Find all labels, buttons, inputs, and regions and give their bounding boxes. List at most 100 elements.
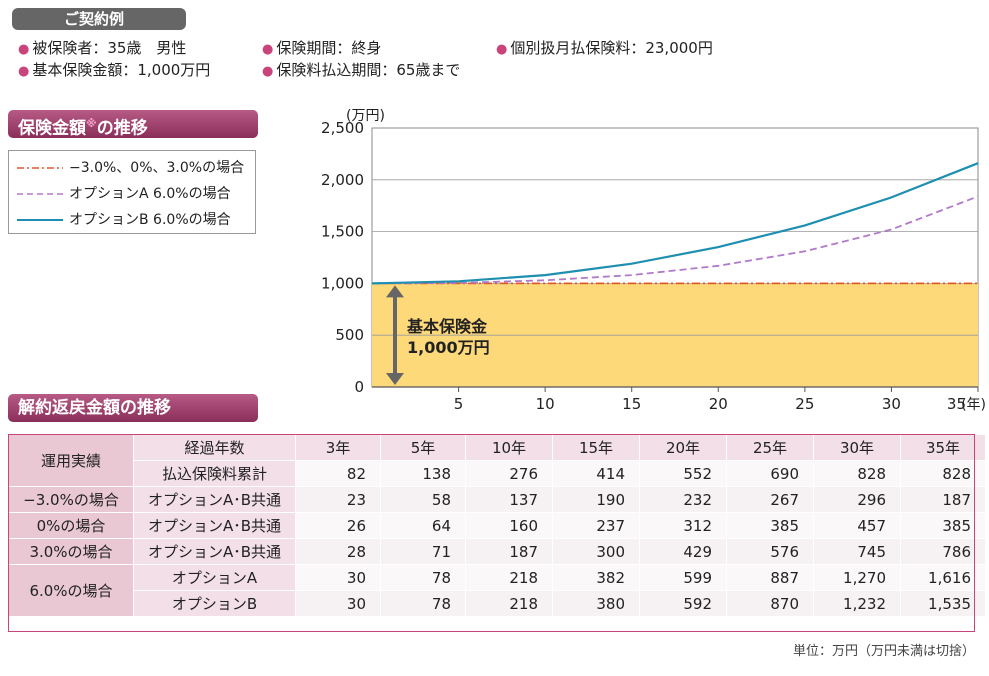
year-header: 20年 bbox=[639, 434, 727, 461]
year-header: 5年 bbox=[380, 434, 466, 461]
value-cell: 1,232 bbox=[813, 590, 901, 617]
footnote-mark: ※ bbox=[86, 117, 97, 130]
value-cell: 312 bbox=[639, 512, 727, 539]
info-column-2: ● 保険期間：終身 ● 保険料払込期間：65歳まで bbox=[262, 38, 460, 82]
paid-cell: 276 bbox=[465, 460, 553, 487]
paid-premium-label: 払込保険料累計 bbox=[133, 460, 296, 487]
year-header: 3年 bbox=[295, 434, 381, 461]
y-tick-label: 2,000 bbox=[321, 171, 364, 189]
y-tick-label: 1,500 bbox=[321, 223, 364, 241]
value-cell: 218 bbox=[465, 590, 553, 617]
x-tick-label: 25 bbox=[795, 395, 814, 413]
table-row-elapsed: 運用実績 経過年数 3年 5年 10年 15年 20年 25年 30年 35年 bbox=[8, 434, 986, 487]
sum-insured-chart: 0 500 1,000 1,500 2,000 2,500 5 10 15 20 25 30 35(年)… bbox=[321, 108, 986, 413]
option-label: オプションA･B共通 bbox=[133, 538, 296, 565]
unit-note: 単位：万円（万円未満は切捨） bbox=[792, 644, 975, 659]
year-header: 25年 bbox=[726, 434, 814, 461]
paid-cell: 690 bbox=[726, 460, 814, 487]
case-label: 0%の場合 bbox=[8, 512, 134, 539]
legend-item-flat: −3.0%、0%、3.0%の場合 bbox=[17, 157, 244, 177]
value-cell: 599 bbox=[639, 564, 727, 591]
paid-cell: 828 bbox=[813, 460, 901, 487]
value-cell: 267 bbox=[726, 486, 814, 513]
value-cell: 887 bbox=[726, 564, 814, 591]
table-section-header: 解約返戻金額の推移 bbox=[8, 394, 258, 422]
elapsed-years-label: 経過年数 bbox=[133, 434, 296, 461]
value-cell: 58 bbox=[380, 486, 466, 513]
legend-item-option-a: オプションA 6.0%の場合 bbox=[17, 183, 231, 203]
value-cell: 137 bbox=[465, 486, 553, 513]
case-label: 3.0%の場合 bbox=[8, 538, 134, 565]
option-label: オプションA･B共通 bbox=[133, 486, 296, 513]
y-tick-label: 2,500 bbox=[321, 119, 364, 137]
value-cell: 380 bbox=[552, 590, 640, 617]
info-item-insured: ● 被保険者：35歳 男性 bbox=[18, 39, 187, 57]
table-row: 0%の場合 オプションA･B共通 26 64 160 237 312 385 4… bbox=[8, 512, 986, 539]
value-cell: 78 bbox=[380, 590, 466, 617]
value-cell: 28 bbox=[295, 538, 381, 565]
x-tick-label: 35 bbox=[947, 395, 966, 413]
info-item-premium: ● 個別扱月払保険料：23,000円 bbox=[496, 39, 713, 57]
value-cell: 296 bbox=[813, 486, 901, 513]
value-cell: 160 bbox=[465, 512, 553, 539]
series-line-2 bbox=[371, 162, 979, 285]
y-tick-label: 1,000 bbox=[321, 274, 364, 292]
info-item-period: ● 保険期間：終身 bbox=[262, 39, 382, 57]
value-cell: 786 bbox=[900, 538, 986, 565]
value-cell: 457 bbox=[813, 512, 901, 539]
value-cell: 385 bbox=[726, 512, 814, 539]
value-cell: 1,535 bbox=[900, 590, 986, 617]
value-cell: 190 bbox=[552, 486, 640, 513]
info-column-3: ● 個別扱月払保険料：23,000円 bbox=[496, 38, 713, 60]
table-row: オプションB 30 78 218 380 592 870 1,232 1,535 bbox=[9, 590, 986, 617]
table-row-paid: 払込保険料累計 82 138 276 414 552 690 828 828 bbox=[9, 460, 986, 487]
value-cell: 218 bbox=[465, 564, 553, 591]
value-cell: 745 bbox=[813, 538, 901, 565]
legend-swatch-solid bbox=[17, 219, 63, 221]
value-cell: 576 bbox=[726, 538, 814, 565]
table-row: −3.0%の場合 オプションA･B共通 23 58 137 190 232 26… bbox=[8, 486, 986, 513]
value-cell: 30 bbox=[295, 590, 381, 617]
case-label: 6.0%の場合 bbox=[8, 564, 134, 617]
info-item-payment-period: ● 保険料払込期間：65歳まで bbox=[262, 61, 461, 79]
value-cell: 300 bbox=[552, 538, 640, 565]
value-cell: 382 bbox=[552, 564, 640, 591]
info-item-base-amount: ● 基本保険金額：1,000万円 bbox=[18, 61, 211, 79]
case-label: −3.0%の場合 bbox=[8, 486, 134, 513]
paid-cell: 552 bbox=[639, 460, 727, 487]
info-column-1: ● 被保険者：35歳 男性 ● 基本保険金額：1,000万円 bbox=[18, 38, 210, 82]
paid-cell: 828 bbox=[900, 460, 986, 487]
value-cell: 1,616 bbox=[900, 564, 986, 591]
y-unit-label: (万円) bbox=[346, 108, 385, 124]
value-cell: 592 bbox=[639, 590, 727, 617]
series-line-1 bbox=[371, 195, 979, 285]
value-cell: 232 bbox=[639, 486, 727, 513]
option-label: オプションB bbox=[133, 590, 296, 617]
value-cell: 187 bbox=[465, 538, 553, 565]
x-tick-label: 20 bbox=[709, 395, 728, 413]
year-header: 15年 bbox=[552, 434, 640, 461]
value-cell: 385 bbox=[900, 512, 986, 539]
legend-swatch-dashed bbox=[17, 193, 63, 195]
x-tick-label: 5 bbox=[454, 395, 464, 413]
base-arrow-head-top bbox=[386, 285, 404, 298]
chart-legend: −3.0%、0%、3.0%の場合 オプションA 6.0%の場合 オプションB 6… bbox=[8, 150, 256, 234]
value-cell: 1,270 bbox=[813, 564, 901, 591]
value-cell: 237 bbox=[552, 512, 640, 539]
base-amount-value: 1,000万円 bbox=[407, 338, 490, 357]
year-header: 10年 bbox=[465, 434, 553, 461]
value-cell: 23 bbox=[295, 486, 381, 513]
paid-cell: 82 bbox=[295, 460, 381, 487]
value-cell: 870 bbox=[726, 590, 814, 617]
x-tick-label: 10 bbox=[536, 395, 555, 413]
value-cell: 429 bbox=[639, 538, 727, 565]
value-cell: 187 bbox=[900, 486, 986, 513]
year-header: 35年 bbox=[900, 434, 986, 461]
value-cell: 64 bbox=[380, 512, 466, 539]
value-cell: 30 bbox=[295, 564, 381, 591]
x-unit-label: (年) bbox=[961, 397, 986, 413]
base-arrow-head-bottom bbox=[386, 373, 404, 385]
paid-cell: 138 bbox=[380, 460, 466, 487]
legend-item-option-b: オプションB 6.0%の場合 bbox=[17, 209, 231, 229]
value-cell: 26 bbox=[295, 512, 381, 539]
